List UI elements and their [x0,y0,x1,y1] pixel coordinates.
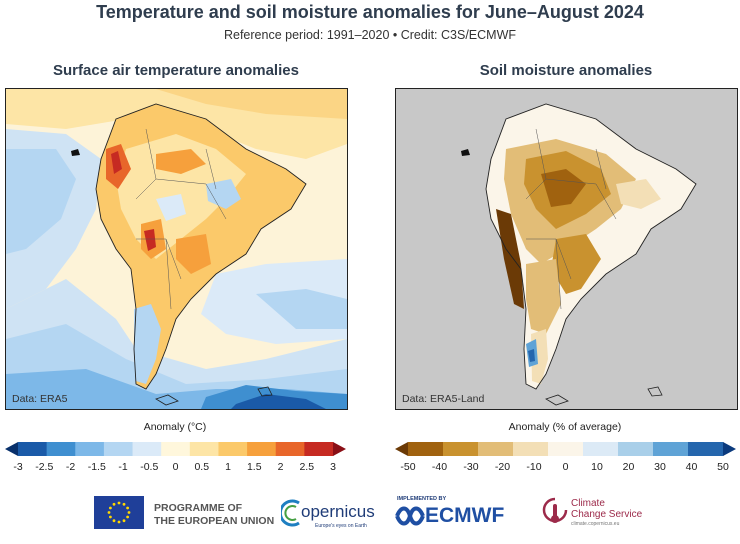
soil-moisture-colorbar-segment [548,442,584,456]
copernicus-tagline: Europe's eyes on Earth [315,523,367,529]
page-title: Temperature and soil moisture anomalies … [96,2,644,22]
ecmwf-wave-icon [395,506,425,526]
temperature-colorbar-segment [247,442,277,456]
soil-moisture-tick-label: -50 [400,461,416,473]
left-colorbar-label: Anomaly (°C) [143,421,207,433]
temperature-tick-label: 0.5 [194,461,210,473]
soil-moisture-tick-label: 10 [591,461,603,473]
temperature-colorbar-segment [103,442,134,456]
temperature-anomaly-map: Data: ERA5 [5,88,348,410]
soil-moisture-tick-label: 40 [685,461,698,473]
soil-moisture-tick-label: 50 [717,461,729,473]
soil-moisture-colorbar-segment [408,442,444,456]
soil-moisture-colorbar-segment [513,442,549,456]
ecmwf-logo: IMPLEMENTED BY ECMWF [395,494,525,534]
right-panel-title: Soil moisture anomalies [479,62,653,79]
temperature-tick-label: 3 [330,461,336,473]
soil-moisture-tick-label: 0 [562,461,569,473]
temperature-colorbar-segment [132,442,162,456]
temperature-tick-label: -1 [118,461,128,473]
soil-moisture-colorbar-segment [688,442,724,456]
soil-moisture-tick-label: 30 [654,461,666,473]
temperature-tick-label: 2 [277,461,284,473]
temperature-tick-label: -3 [13,461,23,473]
temperature-colorbar-max-arrow [333,442,346,456]
soil-moisture-colorbar-segment [583,442,619,456]
temperature-tick-label: 1.5 [246,461,262,473]
temperature-tick-label: 0 [172,461,179,473]
soil-moisture-colorbar [395,442,736,456]
c3s-line1: Climate [571,498,605,509]
temperature-colorbar-min-arrow [5,442,18,456]
soil-moisture-tick-label: 20 [622,461,635,473]
soil-moisture-map-graphic [396,89,737,409]
implemented-by-text: IMPLEMENTED BY [397,496,447,502]
temperature-tick-label: -2.5 [35,461,54,473]
eu-flag-logo [94,496,144,529]
temperature-colorbar-segment [18,442,48,456]
eu-programme-line1: PROGRAMME OF [154,502,243,514]
soil-moisture-colorbar-max-arrow [723,442,736,456]
temperature-colorbar-segment [75,442,105,456]
temperature-colorbar-ticks: -3 -2.5 -2 -1.5 -1 -0.5 0 0.5 1 1.5 2 2.5 3 [5,461,346,475]
temperature-tick-label: 2.5 [299,461,315,473]
soil-moisture-tick-label: -10 [526,461,542,473]
soil-moisture-tick-label: -30 [463,461,479,473]
left-panel-title: Surface air temperature anomalies [53,62,299,79]
page-subtitle: Reference period: 1991–2020 • Credit: C3… [223,28,517,42]
temperature-colorbar-segment [218,442,248,456]
eu-programme-line2: THE EUROPEAN UNION [154,515,275,527]
ecmwf-wordmark: ECMWF [425,504,505,527]
soil-moisture-tick-label: -40 [431,461,448,473]
copernicus-c-icon [281,499,300,527]
temperature-tick-label: -1.5 [87,461,106,473]
temperature-colorbar [5,442,346,456]
soil-moisture-colorbar-segment [478,442,514,456]
soil-moisture-colorbar-segment [443,442,479,456]
soil-moisture-colorbar-segment [653,442,689,456]
thermometer-icon [542,497,568,523]
temperature-tick-label: -2 [65,461,76,473]
c3s-logo: Climate Change Service climate.copernicu… [541,494,651,534]
copernicus-logo: opernicus Europe's eyes on Earth [281,494,377,534]
c3s-line2: Change Service [571,509,643,520]
temperature-map-graphic [6,89,347,409]
soil-moisture-anomaly-map: Data: ERA5-Land [395,88,738,410]
soil-moisture-colorbar-min-arrow [395,442,408,456]
left-data-source: Data: ERA5 [12,393,68,405]
eu-programme-text: PROGRAMME OF THE EUROPEAN UNION [154,502,274,528]
temperature-colorbar-segment [275,442,305,456]
soil-moisture-colorbar-segment [618,442,654,456]
temperature-tick-label: -0.5 [140,461,159,473]
c3s-text: Climate Change Service [571,498,642,520]
temperature-tick-label: 1 [225,461,231,473]
soil-moisture-colorbar-ticks: -50 -40 -30 -20 -10 0 10 20 30 40 50 [395,461,736,475]
soil-moisture-tick-label: -20 [494,461,511,473]
right-colorbar-label: Anomaly (% of average) [508,421,622,433]
right-data-source: Data: ERA5-Land [402,393,485,405]
temperature-colorbar-segment [189,442,219,456]
c3s-url: climate.copernicus.eu [571,521,620,527]
temperature-colorbar-segment [304,442,334,456]
eu-stars-icon [107,501,131,524]
temperature-colorbar-segment [161,442,191,456]
copernicus-wordmark: opernicus [301,502,375,521]
temperature-colorbar-segment [46,442,76,456]
